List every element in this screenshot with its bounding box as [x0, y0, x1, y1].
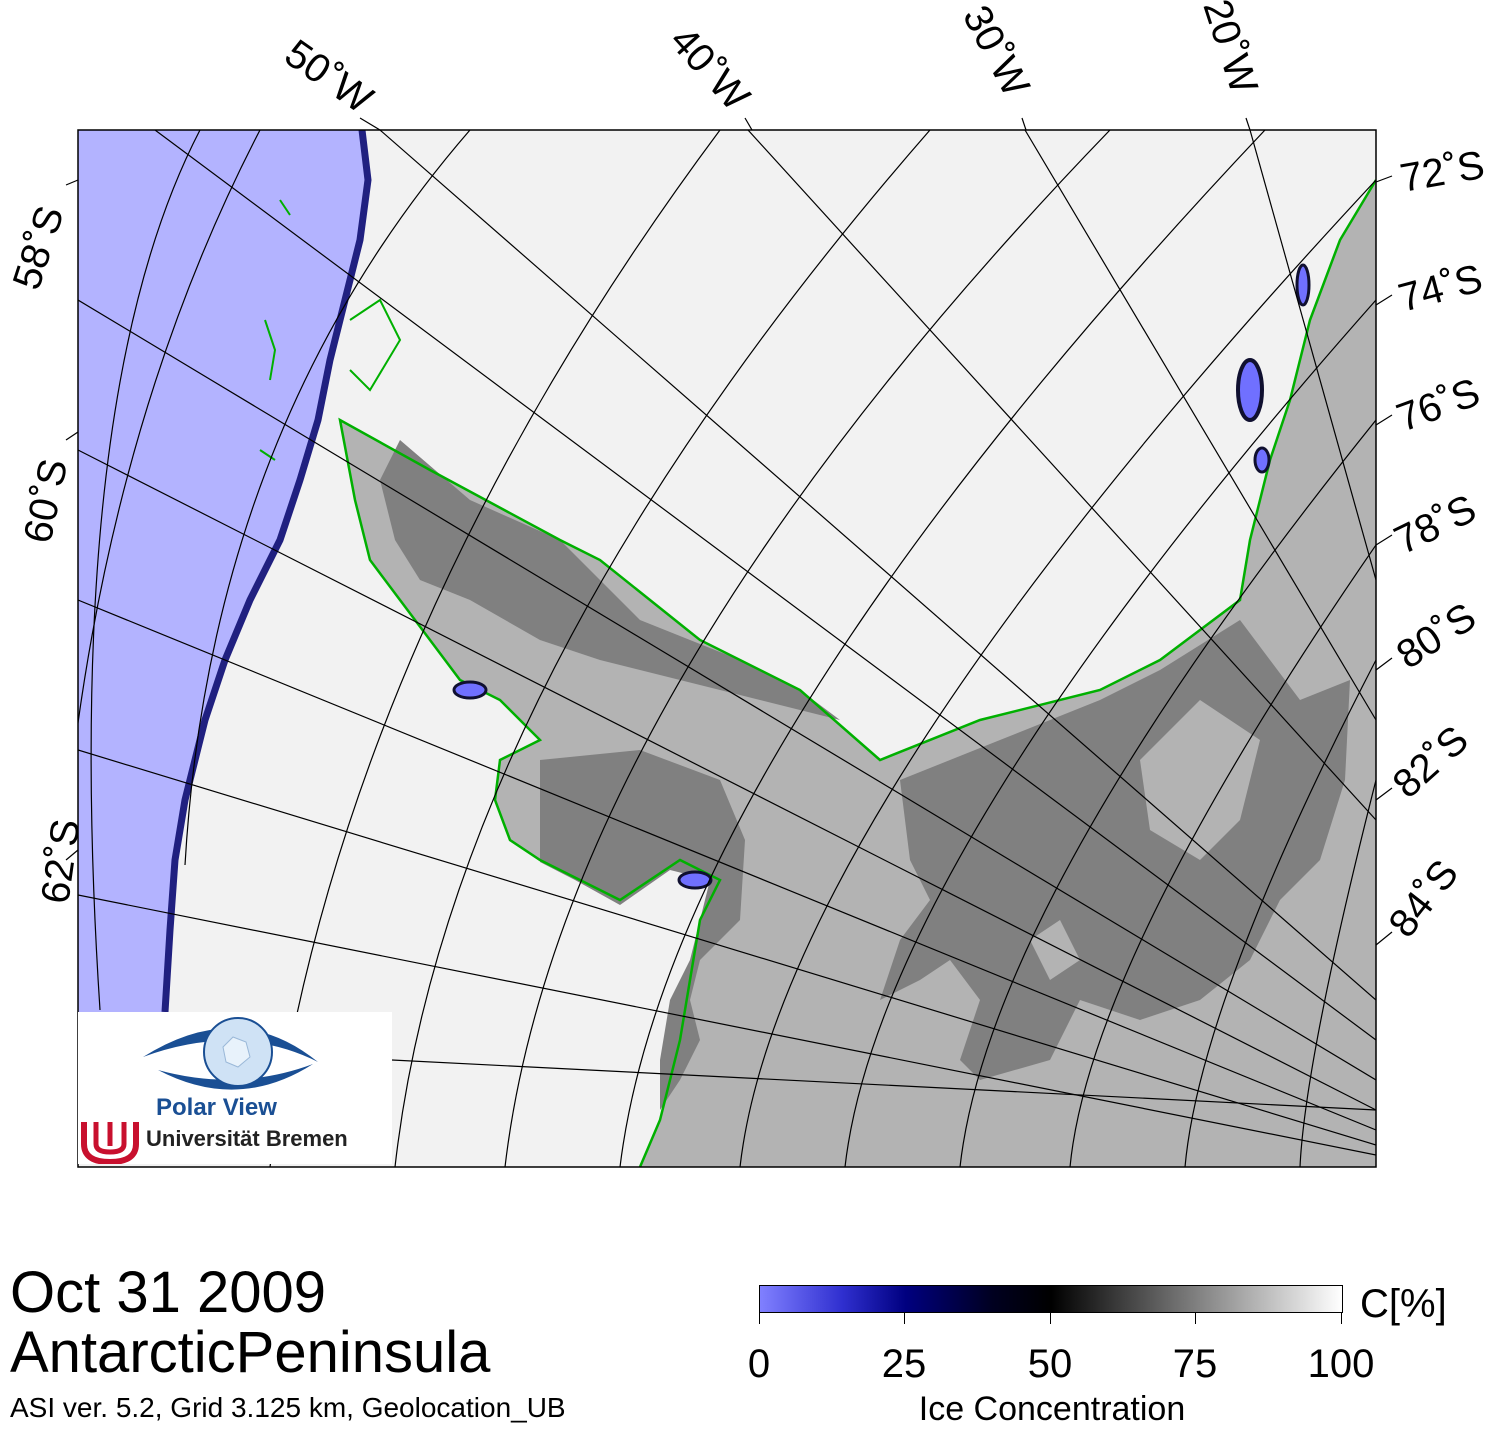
lat-label-58s: 58˚S — [5, 201, 73, 295]
bremen-u-icon — [81, 1122, 139, 1164]
map-region: AntarcticPeninsula — [10, 1320, 491, 1385]
map-date: Oct 31 2009 — [10, 1260, 326, 1325]
lon-label-50w: 50˚W — [277, 31, 381, 122]
lat-label-74s: 74˚S — [1394, 256, 1487, 320]
colorbar-tick-label: 25 — [881, 1342, 927, 1386]
colorbar-tick-label: 100 — [1307, 1342, 1375, 1386]
lon-label-20w: 20˚W — [1194, 0, 1265, 99]
lat-label-82s: 82˚S — [1385, 717, 1477, 806]
open-water — [78, 130, 368, 1012]
graticule — [78, 130, 1376, 1167]
colorbar-tick — [1341, 1312, 1342, 1324]
lat-label-76s: 76˚S — [1391, 370, 1485, 440]
colorbar-tick — [904, 1312, 905, 1324]
colorbar-tick — [1050, 1312, 1051, 1324]
polar-view-logo: Polar View Universität Bremen — [78, 1012, 392, 1164]
lat-label-80s: 80˚S — [1389, 595, 1484, 678]
lat-label-60s: 60˚S — [16, 455, 77, 547]
colorbar-tick-label: 0 — [747, 1342, 771, 1386]
lat-label-84s: 84˚S — [1380, 852, 1467, 946]
colorbar-tick — [1195, 1312, 1196, 1324]
colorbar — [759, 1285, 1343, 1313]
lon-label-30w: 30˚W — [954, 0, 1038, 104]
eye-globe-icon — [143, 1017, 318, 1090]
lon-label-40w: 40˚W — [661, 19, 758, 120]
colorbar-title: Ice Concentration — [918, 1390, 1186, 1428]
coastline — [338, 179, 1376, 1167]
logo-name: Polar View — [156, 1094, 277, 1121]
logo-institution: Universität Bremen — [146, 1126, 348, 1151]
ice-shelf-south — [540, 750, 745, 1110]
lat-label-78s: 78˚S — [1388, 486, 1483, 563]
colorbar-tick-label: 75 — [1172, 1342, 1218, 1386]
colorbar-unit: C[%] — [1360, 1282, 1447, 1326]
lat-label-72s: 72˚S — [1397, 143, 1488, 201]
colorbar-tick-label: 50 — [1027, 1342, 1073, 1386]
algorithm-info: ASI ver. 5.2, Grid 3.125 km, Geolocation… — [10, 1392, 566, 1423]
map-frame — [77, 129, 1377, 1168]
colorbar-tick — [759, 1312, 760, 1324]
